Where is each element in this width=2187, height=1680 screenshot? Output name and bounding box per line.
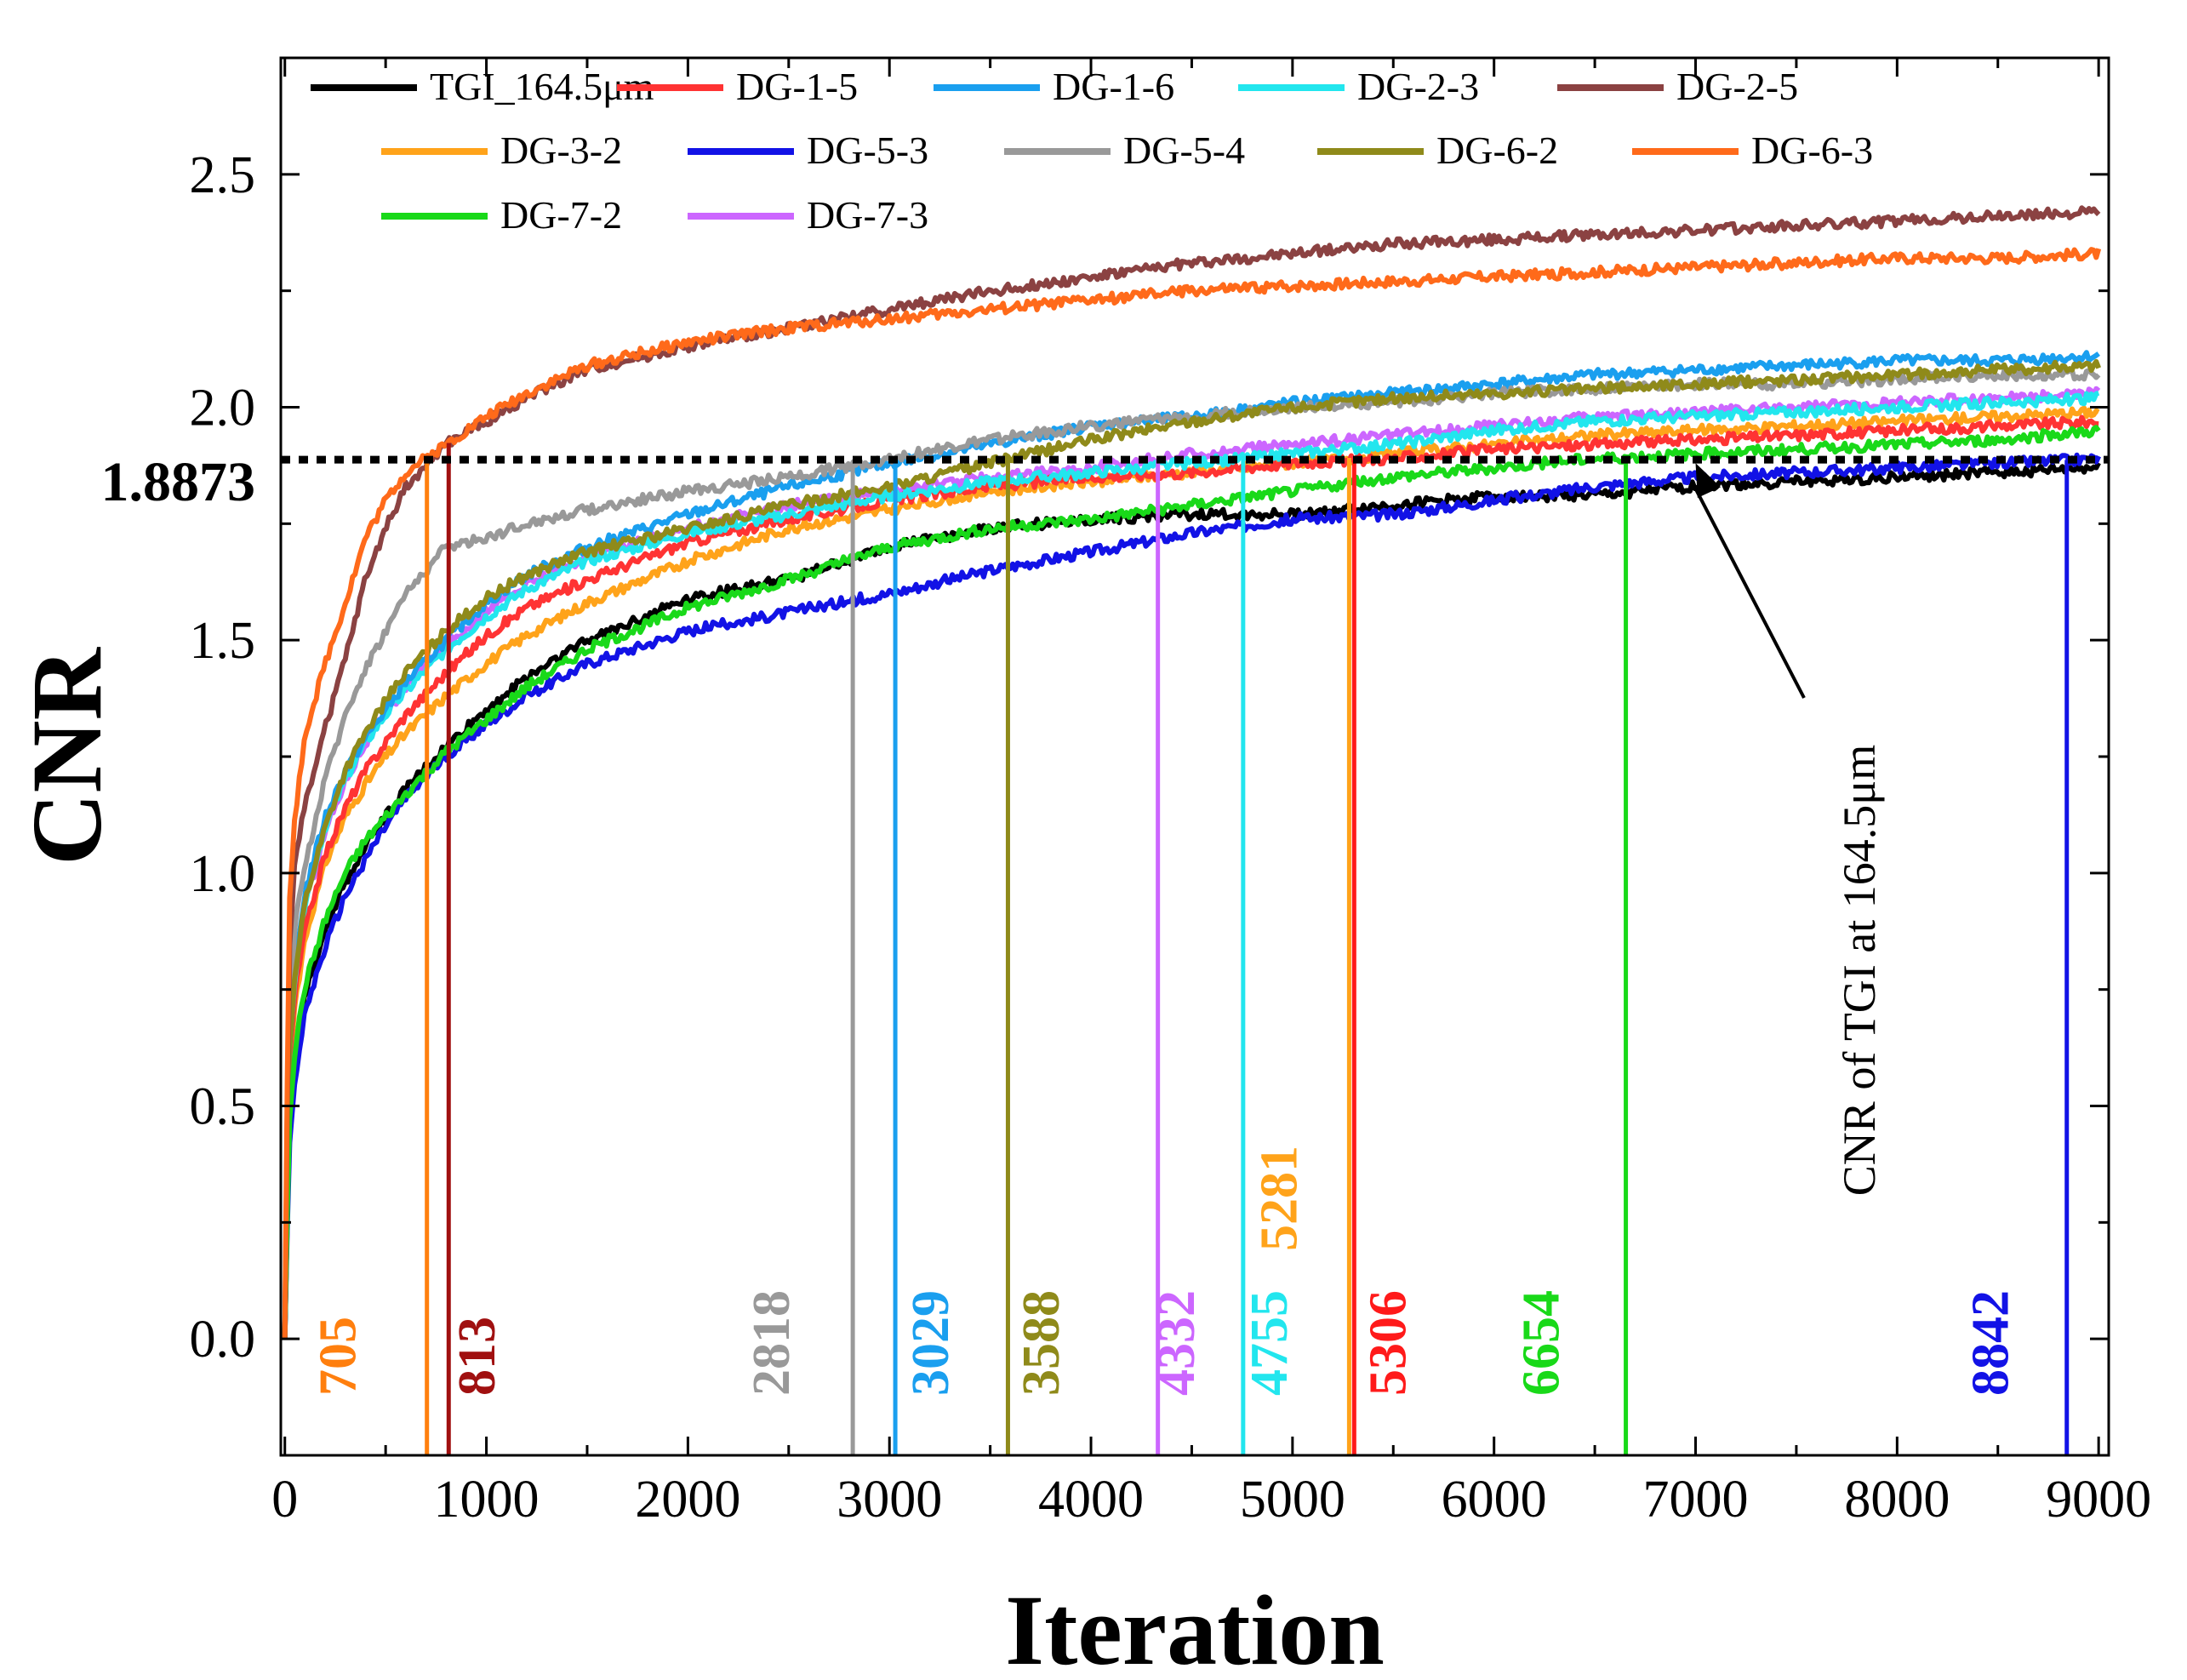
series-line-dg-5-3 <box>282 452 2101 1340</box>
y-tick-label: 2.5 <box>190 146 256 204</box>
x-tick-label: 2000 <box>635 1471 740 1529</box>
series-line-dg-1-5 <box>282 414 2099 1340</box>
y-tick-label: 0.5 <box>190 1078 256 1136</box>
crossing-label-705: 705 <box>310 1317 368 1396</box>
y-tick-label: 2.0 <box>190 380 256 437</box>
annotation-text: CNR of TGI at 164.5μm <box>1834 745 1885 1196</box>
legend-label: DG-2-3 <box>1357 65 1479 108</box>
series-line-dg-6-2 <box>282 358 2102 1340</box>
crossing-label-2818: 2818 <box>743 1290 801 1396</box>
y-tick-label: 1.0 <box>190 845 256 903</box>
legend-label: DG-6-2 <box>1436 129 1558 172</box>
legend-label: DG-3-2 <box>500 129 622 172</box>
x-tick-label: 3000 <box>837 1471 942 1529</box>
series-layer <box>282 205 2102 1340</box>
y-tick-label: 0.0 <box>190 1311 256 1369</box>
crossing-label-5306: 5306 <box>1359 1290 1417 1396</box>
annotation-arrow-head <box>1695 463 1722 498</box>
legend-label: DG-1-6 <box>1053 65 1174 108</box>
legend-label: DG-6-3 <box>1751 129 1873 172</box>
y-axis-title: CNR <box>11 646 123 865</box>
crossing-labels-layer: 705 813 2818 3029 3588 4332 4755 5281 5306 6654 88… <box>310 1146 2020 1396</box>
crossing-label-4755: 4755 <box>1241 1290 1299 1396</box>
legend-label: DG-5-3 <box>807 129 928 172</box>
crossing-lines-layer <box>425 443 2070 1455</box>
series-line-dg-7-2 <box>282 425 2101 1340</box>
crossing-label-5281: 5281 <box>1251 1146 1309 1251</box>
legend-label: DG-5-4 <box>1123 129 1245 172</box>
annotation-arrow-line <box>1693 488 1806 699</box>
x-tick-label: 4000 <box>1038 1471 1144 1529</box>
y-tick-label: 1.5 <box>190 612 256 670</box>
x-tick-label: 0 <box>271 1471 298 1529</box>
series-line-tgi-164-5-m <box>282 461 2101 1340</box>
x-tick-label: 5000 <box>1240 1471 1345 1529</box>
series-line-dg-6-3 <box>282 247 2102 1340</box>
crossing-label-8842: 8842 <box>1962 1290 2020 1396</box>
legend-label: TGI_164.5μm <box>430 65 654 108</box>
legend-label: DG-1-5 <box>736 65 858 108</box>
x-axis-title: Iteration <box>1005 1574 1385 1680</box>
crossing-label-6654: 6654 <box>1512 1290 1570 1396</box>
legend-label: DG-7-2 <box>500 193 622 237</box>
threshold-label: 1.8873 <box>101 451 256 513</box>
axis-ticks-layer: 0 1000 2000 3000 4000 5000 6000 7000 8000 9000 0.0… <box>190 58 2151 1529</box>
crossing-label-813: 813 <box>448 1317 506 1396</box>
legend-label: DG-7-3 <box>807 193 928 237</box>
legend: TGI_164.5μm DG-1-5 DG-1-6 DG-2-3 DG-2-5 DG-3-… <box>311 65 1873 237</box>
legend-label: DG-2-5 <box>1676 65 1798 108</box>
x-tick-label: 7000 <box>1643 1471 1749 1529</box>
x-tick-label: 1000 <box>434 1471 540 1529</box>
x-tick-label: 9000 <box>2046 1471 2151 1529</box>
crossing-label-3029: 3029 <box>902 1290 960 1396</box>
crossing-label-3588: 3588 <box>1013 1290 1071 1396</box>
x-tick-label: 8000 <box>1844 1471 1950 1529</box>
annotation: CNR of TGI at 164.5μm <box>1693 463 1885 1196</box>
crossing-label-4332: 4332 <box>1148 1290 1206 1396</box>
x-tick-label: 6000 <box>1442 1471 1547 1529</box>
